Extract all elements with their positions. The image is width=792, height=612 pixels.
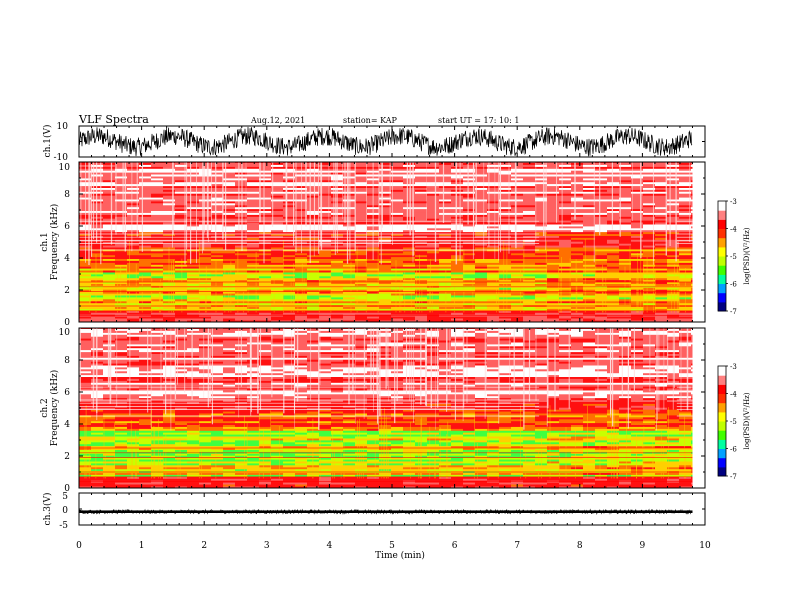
- spec1-ylabel-channel: ch.1: [40, 232, 50, 251]
- colorbar-tick-label: -7: [730, 473, 737, 481]
- spec2-ytick-0: 0: [64, 484, 70, 494]
- figure-title: VLF Spectra: [78, 113, 149, 126]
- ch3-ylabel: ch.3(V): [42, 493, 53, 526]
- ch1-ylabel: ch.1(V): [42, 125, 53, 158]
- x-tick-label: 0: [76, 541, 82, 551]
- spec2-ytick-4: 4: [64, 420, 70, 430]
- colorbar-tick-label: -5: [730, 418, 737, 426]
- colorbar-label: log(PSD)(V²/Hz): [743, 392, 751, 449]
- spec1-ytick-0: 0: [64, 318, 70, 328]
- spec1-ytick-6: 6: [64, 222, 70, 232]
- ch3-waveform-series: [79, 508, 693, 515]
- colorbar-tick-label: -5: [730, 253, 737, 261]
- x-tick-labels: 0 1 2 3 4 5 6 7 8 9 10: [76, 541, 711, 551]
- ch2-spectrogram-image: [79, 328, 693, 488]
- ch1-spectrogram-image: [79, 162, 693, 322]
- spec1-ytick-4: 4: [64, 254, 70, 264]
- date-label: Aug.12, 2021: [250, 116, 305, 125]
- x-tick-label: 9: [640, 541, 646, 551]
- ch1-waveform-line: [79, 126, 693, 157]
- ch1-colorbar: -3 -4 -5 -6 -7 log(PSD)(V²/Hz): [717, 198, 751, 316]
- station-label: station= KAP: [343, 116, 398, 125]
- colorbar-tick-label: -7: [730, 308, 737, 316]
- ch3-ytick-top: 5: [62, 492, 68, 502]
- spec2-ytick-2: 2: [64, 452, 70, 462]
- colorbar-tick-label: -6: [730, 281, 737, 289]
- spec2-ylabel-frequency: Frequency (kHz): [49, 370, 60, 447]
- ch2-colorbar: -3 -4 -5 -6 -7 log(PSD)(V²/Hz): [717, 363, 751, 481]
- x-tick-label: 8: [577, 541, 583, 551]
- ch3-waveform-line: [79, 508, 693, 515]
- spec1-ylabel-frequency: Frequency (kHz): [49, 204, 60, 281]
- start-time-label: start UT = 17: 10: 1: [438, 116, 519, 125]
- x-tick-label: 5: [389, 541, 395, 551]
- x-tick-label: 4: [327, 541, 333, 551]
- ch3-waveform-band: [79, 510, 693, 513]
- spec1-ytick-10: 10: [59, 163, 71, 173]
- spec2-ytick-8: 8: [64, 356, 70, 366]
- colorbar-tick-label: -4: [730, 391, 737, 399]
- x-tick-label: 3: [264, 541, 270, 551]
- x-tick-label: 2: [201, 541, 207, 551]
- x-tick-label: 6: [452, 541, 458, 551]
- spec1-ytick-2: 2: [64, 286, 70, 296]
- spec2-ylabel-channel: ch.2: [40, 398, 50, 417]
- x-tick-label: 7: [514, 541, 520, 551]
- ch1-waveform-series: [79, 126, 693, 157]
- colorbar-label: log(PSD)(V²/Hz): [743, 227, 751, 284]
- spec2-ytick-6: 6: [64, 388, 70, 398]
- colorbar-tick-label: -3: [730, 198, 737, 206]
- axis-ticks: [78, 125, 706, 526]
- ch3-ytick-mid: 0: [62, 506, 68, 516]
- spec1-ytick-8: 8: [64, 190, 70, 200]
- x-tick-label: 10: [699, 541, 711, 551]
- spec2-ytick-10: 10: [59, 328, 71, 338]
- colorbar-tick-label: -4: [730, 226, 737, 234]
- colorbar-tick-label: -3: [730, 363, 737, 371]
- ch3-ytick-bottom: -5: [59, 521, 68, 531]
- x-tick-label: 1: [139, 541, 145, 551]
- ch1-ytick-top: 10: [57, 122, 69, 132]
- ch3-waveform-frame: [78, 492, 706, 526]
- colorbar-tick-label: -6: [730, 446, 737, 454]
- x-axis-label: Time (min): [375, 550, 425, 561]
- ch1-ytick-bottom: -10: [54, 153, 69, 163]
